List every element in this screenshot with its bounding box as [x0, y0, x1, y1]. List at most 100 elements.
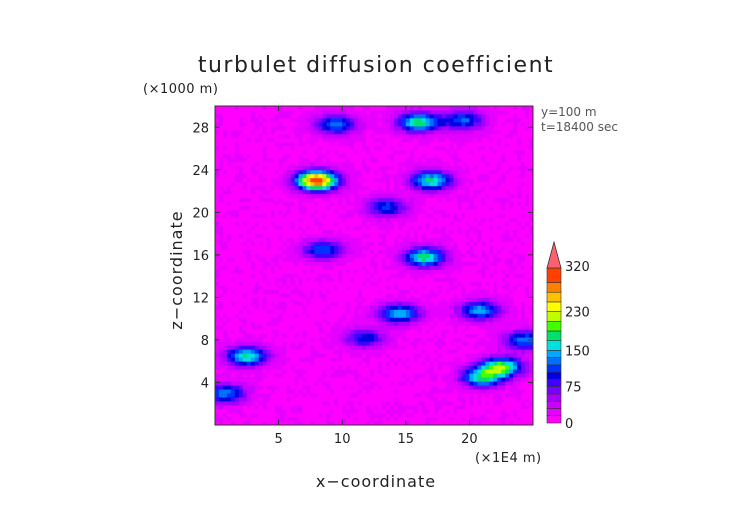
heatmap-cell: [381, 273, 387, 278]
heatmap-cell: [497, 345, 502, 350]
heatmap-cell: [274, 277, 280, 282]
heatmap-cell: [529, 353, 534, 358]
heatmap-cell: [449, 249, 454, 254]
heatmap-cell: [429, 333, 435, 338]
heatmap-cell: [441, 345, 446, 350]
heatmap-cell: [401, 217, 407, 223]
heatmap-cell: [505, 301, 510, 306]
heatmap-cell: [266, 193, 272, 199]
heatmap-cell: [250, 173, 256, 179]
heatmap-cell: [441, 249, 446, 254]
heatmap-cell: [254, 393, 260, 398]
heatmap-cell: [425, 257, 431, 262]
heatmap-cell: [485, 213, 490, 219]
heatmap-cell: [401, 413, 407, 418]
heatmap-cell: [453, 277, 458, 282]
heatmap-cell: [521, 209, 526, 215]
heatmap-cell: [485, 237, 490, 242]
heatmap-cell: [358, 341, 363, 346]
heatmap-cell: [230, 345, 236, 350]
heatmap-cell: [230, 373, 236, 378]
heatmap-cell: [493, 297, 498, 302]
heatmap-cell: [218, 381, 224, 386]
heatmap-cell: [270, 385, 276, 390]
heatmap-cell: [306, 393, 311, 398]
heatmap-cell: [525, 341, 530, 346]
heatmap-cell: [425, 193, 431, 199]
heatmap-cell: [477, 357, 482, 362]
heatmap-cell: [238, 185, 244, 191]
heatmap-cell: [306, 329, 311, 334]
heatmap-cell: [489, 213, 494, 219]
heatmap-cell: [234, 209, 240, 215]
heatmap-cell: [413, 197, 419, 203]
heatmap-cell: [469, 289, 474, 294]
heatmap-cell: [338, 225, 343, 231]
heatmap-cell: [465, 201, 470, 207]
heatmap-cell: [437, 389, 442, 394]
heatmap-cell: [493, 373, 498, 378]
heatmap-cell: [469, 277, 474, 282]
heatmap-cell: [485, 349, 490, 354]
heatmap-cell: [298, 333, 303, 338]
heatmap-cell: [302, 309, 307, 314]
heatmap-cell: [469, 305, 474, 310]
heatmap-cell: [326, 221, 331, 227]
heatmap-cell: [413, 269, 419, 274]
heatmap-cell: [334, 185, 339, 191]
heatmap-cell: [254, 361, 260, 366]
heatmap-cell: [362, 385, 367, 390]
heatmap-cell: [326, 393, 331, 398]
heatmap-cell: [254, 193, 260, 199]
heatmap-cell: [234, 233, 240, 238]
heatmap-cell: [226, 181, 232, 187]
heatmap-cell: [525, 193, 530, 199]
heatmap-cell: [358, 205, 363, 211]
heatmap-cell: [298, 241, 303, 246]
heatmap-cell: [242, 185, 248, 191]
heatmap-cell: [294, 281, 299, 286]
heatmap-cell: [286, 205, 291, 211]
heatmap-cell: [469, 297, 474, 302]
heatmap-cell: [342, 393, 347, 398]
heatmap-cell: [350, 221, 355, 227]
heatmap-cell: [322, 313, 327, 318]
heatmap-cell: [290, 389, 295, 394]
heatmap-cell: [302, 229, 307, 234]
heatmap-cell: [513, 377, 518, 382]
heatmap-cell: [370, 237, 375, 242]
heatmap-cell: [501, 341, 506, 346]
heatmap-cell: [242, 313, 248, 318]
heatmap-cell: [322, 225, 327, 231]
heatmap-cell: [433, 385, 439, 390]
heatmap-cell: [342, 269, 347, 274]
heatmap-cell: [521, 289, 526, 294]
heatmap-cell: [481, 405, 486, 410]
heatmap-cell: [215, 201, 220, 207]
heatmap-cell: [350, 225, 355, 231]
heatmap-cell: [362, 317, 367, 322]
heatmap-cell: [258, 237, 264, 242]
heatmap-cell: [425, 413, 431, 418]
heatmap-cell: [234, 317, 240, 322]
heatmap-cell: [481, 293, 486, 298]
heatmap-cell: [302, 245, 307, 250]
heatmap-cell: [401, 209, 407, 215]
heatmap-cell: [250, 369, 256, 374]
heatmap-cell: [318, 185, 323, 191]
heatmap-cell: [242, 273, 248, 278]
heatmap-cell: [290, 321, 295, 326]
heatmap-cell: [270, 353, 276, 358]
heatmap-cell: [433, 285, 439, 290]
heatmap-cell: [473, 393, 478, 398]
heatmap-cell: [525, 189, 530, 195]
heatmap-cell: [409, 369, 415, 374]
heatmap-cell: [517, 261, 522, 266]
heatmap-cell: [525, 417, 530, 422]
heatmap-cell: [274, 289, 280, 294]
heatmap-cell: [385, 273, 391, 278]
heatmap-cell: [489, 241, 494, 246]
heatmap-cell: [485, 405, 490, 410]
heatmap-cell: [246, 389, 252, 394]
heatmap-cell: [290, 393, 295, 398]
